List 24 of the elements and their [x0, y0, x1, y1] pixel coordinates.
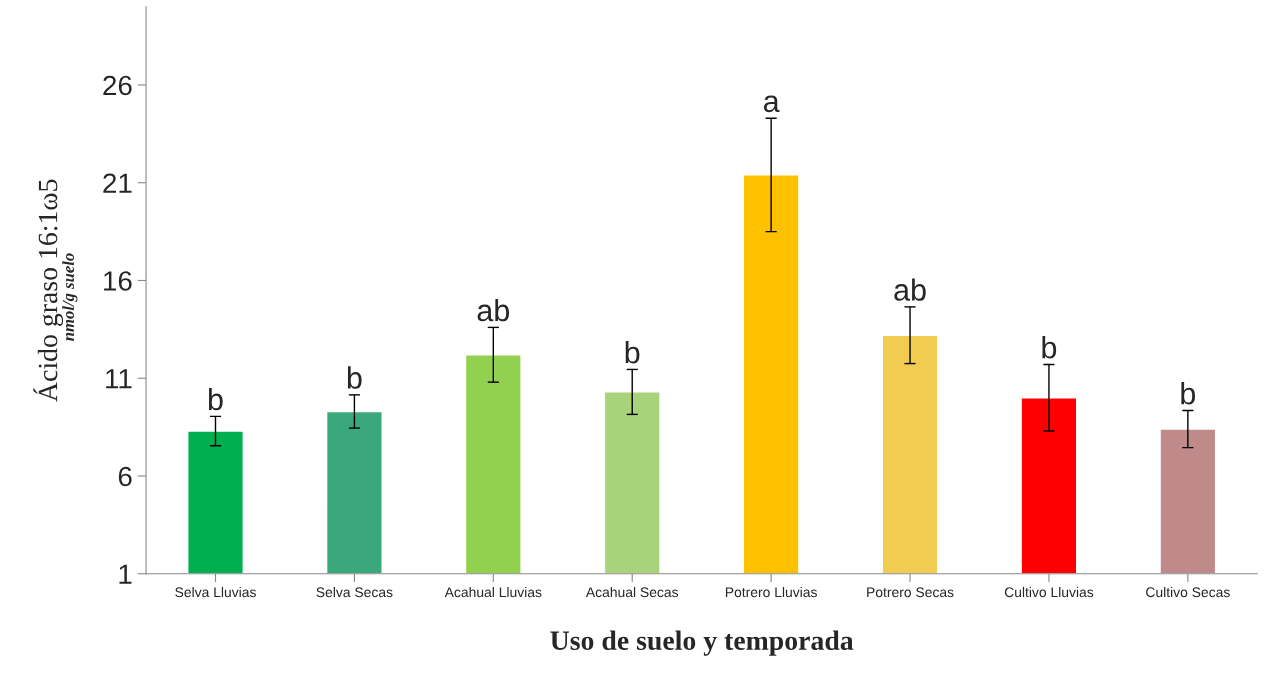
annotation: b [1042, 336, 1057, 359]
x-tick-label: Acahual Secas [585, 586, 679, 598]
y-tick-label: 6 [118, 466, 132, 487]
x-tick-label: Potrero Lluvias [725, 586, 817, 598]
x-tick-label: Selva Lluvias [175, 586, 256, 598]
y-tick-label: 26 [103, 75, 132, 96]
x-tick-label: Selva Secas [316, 586, 393, 598]
annotation: ab [477, 298, 510, 322]
y-tick-label: 11 [106, 369, 132, 389]
x-tick-label: Cultivo Lluvias [1004, 586, 1094, 598]
x-axis-title: Uso de suelo y temporada [550, 630, 854, 656]
x-tick-label: Potrero Secas [867, 587, 954, 598]
annotation: a [763, 95, 780, 113]
annotation: b [1181, 382, 1196, 405]
y-tick-label: 16 [104, 271, 132, 291]
y-tick-label: 1 [119, 564, 132, 584]
text: nmol/g suelo [62, 253, 78, 341]
x-tick-label: Cultivo Secas [1146, 586, 1230, 598]
annotation: b [208, 387, 223, 411]
annotation: b [625, 340, 640, 364]
x-tick-label: Acahual Lluvias [444, 586, 542, 598]
y-tick-label: 21 [103, 173, 132, 193]
annotation: b [347, 366, 362, 389]
annotation: ab [894, 278, 926, 301]
